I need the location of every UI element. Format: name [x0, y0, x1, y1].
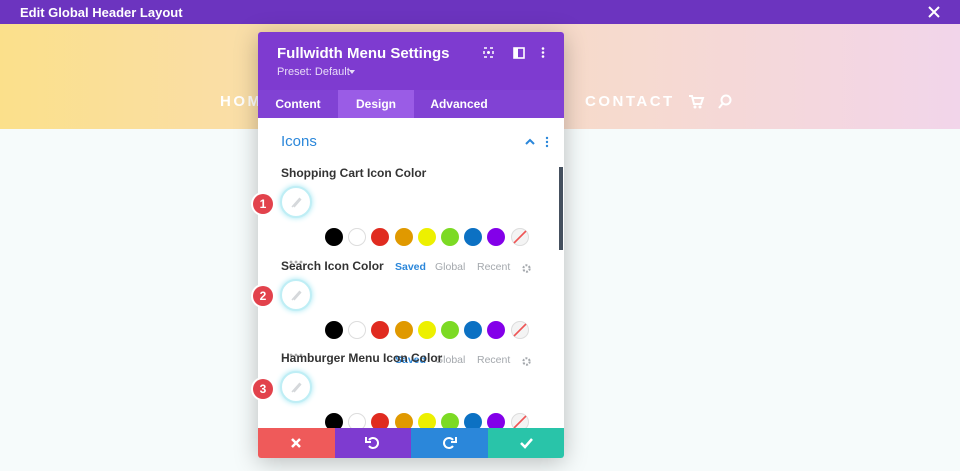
color-swatch[interactable] — [417, 228, 436, 246]
option-label: Hamburger Menu Icon Color — [281, 351, 443, 365]
modal-title: Fullwidth Menu Settings — [277, 45, 450, 62]
header-icons[interactable] — [482, 46, 552, 60]
redo-button[interactable] — [411, 428, 488, 458]
option-label: Search Icon Color — [281, 258, 384, 273]
color-swatch[interactable] — [441, 320, 459, 339]
tab[interactable]: Design — [338, 90, 414, 118]
tab[interactable]: Content — [275, 97, 321, 111]
color-swatch[interactable] — [371, 413, 390, 431]
color-swatch[interactable] — [348, 228, 367, 246]
option-groups: Shopping Cart Icon Color Saved Global Recen… — [258, 32, 564, 458]
clear-swatch[interactable] — [510, 228, 529, 246]
color-swatch[interactable] — [394, 320, 413, 339]
save-button[interactable] — [487, 428, 564, 458]
color-swatch[interactable] — [394, 413, 413, 431]
color-picker[interactable] — [280, 186, 312, 218]
color-swatch[interactable] — [371, 320, 390, 339]
scrollbar[interactable] — [559, 167, 563, 250]
color-swatch[interactable] — [487, 228, 506, 246]
section-title: Icons — [281, 133, 317, 150]
color-swatch[interactable] — [464, 320, 483, 339]
color-swatch[interactable] — [325, 320, 343, 339]
color-swatch[interactable] — [348, 320, 367, 339]
color-swatch[interactable] — [487, 413, 506, 431]
section-controls[interactable] — [524, 136, 554, 148]
tab-bar: Content Design Advanced — [258, 90, 564, 118]
color-picker[interactable] — [280, 371, 312, 403]
tab[interactable]: Advanced — [430, 97, 488, 111]
clear-swatch[interactable] — [510, 320, 529, 339]
top-bar: Edit Global Header Layout — [0, 0, 960, 24]
color-swatch[interactable] — [417, 413, 436, 431]
clear-slash — [513, 230, 527, 244]
color-picker[interactable] — [280, 278, 312, 311]
step-badge: 1 — [253, 193, 273, 214]
discard-button[interactable] — [258, 428, 335, 458]
color-swatch[interactable] — [417, 320, 436, 339]
color-swatch[interactable] — [371, 228, 390, 246]
palette-tab[interactable]: Saved — [395, 353, 426, 366]
undo-button[interactable] — [334, 428, 411, 458]
palette-tab[interactable]: Recent — [477, 261, 511, 273]
color-swatch[interactable] — [464, 228, 483, 246]
palette-tab[interactable]: Saved — [395, 261, 426, 273]
picker-icon — [291, 197, 302, 208]
modal-header: Fullwidth Menu Settings Preset: Default — [258, 32, 564, 90]
color-swatch[interactable] — [394, 228, 413, 246]
clear-slash — [513, 415, 527, 429]
palette-settings[interactable] — [521, 354, 532, 366]
preset-caret — [349, 70, 355, 74]
step-badge: 3 — [253, 378, 273, 399]
more-dots[interactable] — [288, 350, 308, 358]
palette-tab[interactable]: Recent — [477, 353, 511, 366]
picker-icon — [291, 382, 302, 393]
color-swatch[interactable] — [441, 413, 459, 431]
palette-tab[interactable]: Global — [435, 353, 466, 366]
color-swatch[interactable] — [441, 228, 459, 246]
nav-item[interactable]: CONTACT — [585, 93, 675, 110]
color-swatch[interactable] — [325, 228, 343, 246]
clear-swatch[interactable] — [510, 413, 529, 431]
clear-slash — [513, 322, 527, 337]
palette-tab[interactable]: Global — [435, 261, 466, 273]
preset-selector[interactable]: Preset: Default — [277, 66, 350, 78]
palette-settings[interactable] — [521, 261, 532, 273]
nav-icons — [689, 94, 732, 109]
color-swatch[interactable] — [487, 320, 506, 339]
color-swatch[interactable] — [325, 413, 343, 431]
picker-icon — [291, 290, 302, 300]
close-button[interactable] — [928, 6, 940, 18]
settings-modal: Fullwidth Menu Settings Preset: Default … — [258, 32, 564, 458]
option-label: Shopping Cart Icon Color — [281, 166, 427, 180]
color-swatch[interactable] — [464, 413, 483, 431]
more-dots[interactable] — [288, 257, 308, 265]
top-bar-title: Edit Global Header Layout — [20, 5, 183, 20]
step-badge: 2 — [253, 286, 273, 306]
